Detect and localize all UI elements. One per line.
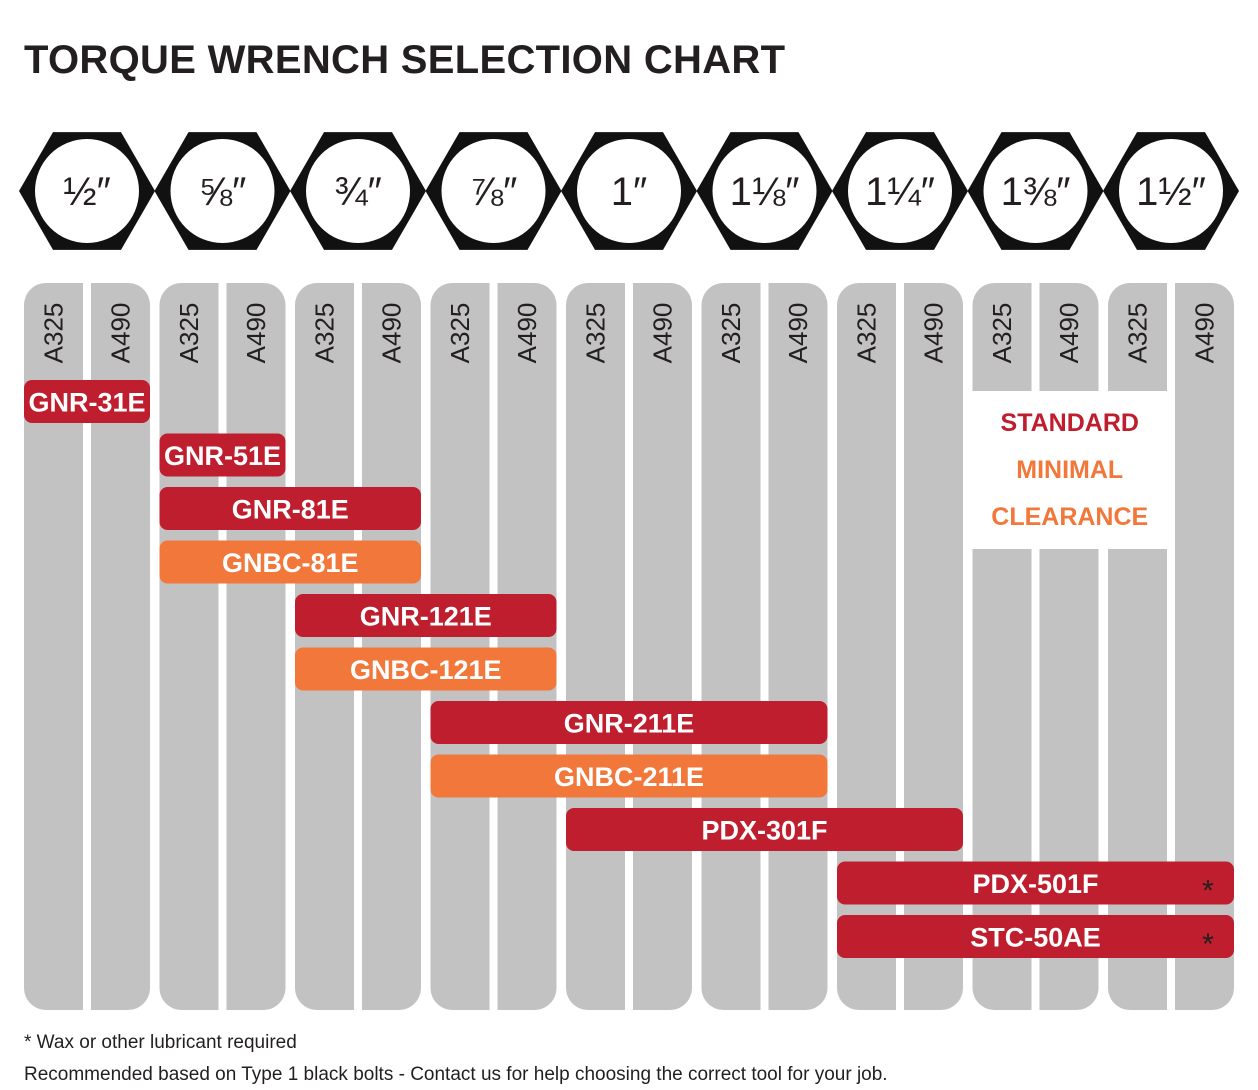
grade-label-a490: A490: [919, 303, 949, 364]
grade-label-a325: A325: [39, 303, 69, 364]
tool-label-pdx-301f: PDX-301F: [701, 816, 827, 846]
tool-bar-gnbc-211e: [430, 754, 828, 798]
grade-label-a490: A490: [377, 303, 407, 364]
grade-label-a325: A325: [445, 303, 475, 364]
column-separator: [218, 283, 227, 1010]
tool-bar-gnr-121e: [295, 594, 557, 637]
bolt-size-label: 1⅛″: [730, 170, 800, 214]
grade-label-a490: A490: [783, 303, 813, 364]
grade-label-a490: A490: [1054, 303, 1084, 364]
column-separator: [1167, 283, 1175, 1010]
selection-chart: A325 A490 A325 A490 A325 A490 A325 A490 A325 A490…: [19, 132, 1239, 1010]
tool-label-gnr-211e: GNR-211E: [564, 709, 695, 739]
column-join-right: [768, 283, 793, 1010]
grade-label-a325: A325: [1123, 303, 1153, 364]
hex-nut-hole: [441, 139, 546, 243]
hex-nut-hole: [983, 139, 1088, 243]
legend-clearance: CLEARANCE: [991, 503, 1148, 531]
tool-bar-stc-50ae: [837, 915, 1234, 958]
column-join-left: [330, 283, 354, 1010]
column-separator: [1031, 283, 1040, 1010]
grade-label-a490: A490: [106, 303, 136, 364]
grade-label-a325: A325: [852, 303, 882, 364]
hex-nut-hole: [712, 139, 817, 243]
column-join-right: [226, 283, 251, 1010]
bolt-size-label: 1⅜″: [1001, 170, 1071, 214]
tool-label-gnr-31e: GNR-31E: [28, 388, 145, 418]
legend-standard: STANDARD: [1001, 409, 1139, 437]
column-separator: [760, 283, 769, 1010]
tool-label-stc-50ae: STC-50AE: [970, 923, 1101, 953]
grade-label-a325: A325: [716, 303, 746, 364]
bolt-size-label: ⅞″: [470, 170, 518, 214]
bolt-size-label: 1¼″: [865, 170, 935, 214]
grade-label-a325: A325: [310, 303, 340, 364]
column-join-left: [736, 283, 761, 1010]
tool-label-gnr-121e: GNR-121E: [360, 602, 492, 632]
column-join-left: [601, 283, 625, 1010]
tool-bar-gnbc-81e: [159, 540, 421, 584]
chart-title: TORQUE WRENCH SELECTION CHART: [24, 38, 786, 82]
grade-label-a325: A325: [174, 303, 204, 364]
bolt-size-label: 1½″: [1136, 170, 1206, 214]
column-join-left: [194, 283, 219, 1010]
asterisk-mark: *: [1202, 928, 1214, 961]
bolt-size-label: ½″: [63, 170, 111, 214]
grade-label-a325: A325: [581, 303, 611, 364]
hex-nut-hole: [170, 139, 275, 243]
column-separator: [83, 283, 91, 1010]
hex-nut-hole: [848, 139, 952, 243]
tool-bar-gnr-31e: [24, 380, 150, 423]
column-separator: [896, 283, 904, 1010]
tool-label-pdx-501f: PDX-501F: [972, 869, 1098, 899]
asterisk-note: * Wax or other lubricant required: [24, 1032, 297, 1053]
column-separator: [354, 283, 362, 1010]
tool-label-gnbc-211e: GNBC-211E: [554, 762, 704, 792]
column-separator: [625, 283, 633, 1010]
tool-bar-gnr-81e: [159, 487, 421, 530]
grade-label-a490: A490: [241, 303, 271, 364]
tool-label-gnbc-81e: GNBC-81E: [222, 548, 359, 578]
grade-label-a490: A490: [1190, 303, 1220, 364]
legend-box: [968, 391, 1171, 549]
column-join-right: [362, 283, 386, 1010]
tool-bar-pdx-301f: [566, 808, 963, 851]
grade-label-a325: A325: [987, 303, 1017, 364]
grade-label-a490: A490: [648, 303, 678, 364]
tool-label-gnr-51e: GNR-51E: [164, 441, 281, 471]
recommendation-note: Recommended based on Type 1 black bolts …: [24, 1064, 888, 1085]
column-join-right: [497, 283, 522, 1010]
column-separator: [489, 283, 498, 1010]
column-join-left: [465, 283, 490, 1010]
tool-label-gnbc-121e: GNBC-121E: [350, 655, 502, 685]
tool-bar-gnr-51e: [159, 433, 286, 477]
hex-nut-hole: [306, 139, 410, 243]
bolt-size-label: ¾″: [334, 170, 382, 214]
tool-bar-gnbc-121e: [295, 647, 557, 691]
hex-nut-hole: [577, 139, 681, 243]
bolt-size-label: 1″: [611, 170, 647, 214]
column-join-right: [633, 283, 657, 1010]
bolt-size-label: ⅝″: [199, 170, 247, 214]
legend-minimal: MINIMAL: [1016, 456, 1123, 484]
hex-nut-hole: [1119, 139, 1223, 243]
tool-bar-pdx-501f: [837, 861, 1234, 905]
tool-bar-gnr-211e: [430, 701, 828, 744]
asterisk-mark: *: [1202, 875, 1214, 908]
hex-nut-hole: [35, 139, 139, 243]
tool-label-gnr-81e: GNR-81E: [232, 495, 349, 525]
grade-label-a490: A490: [512, 303, 542, 364]
